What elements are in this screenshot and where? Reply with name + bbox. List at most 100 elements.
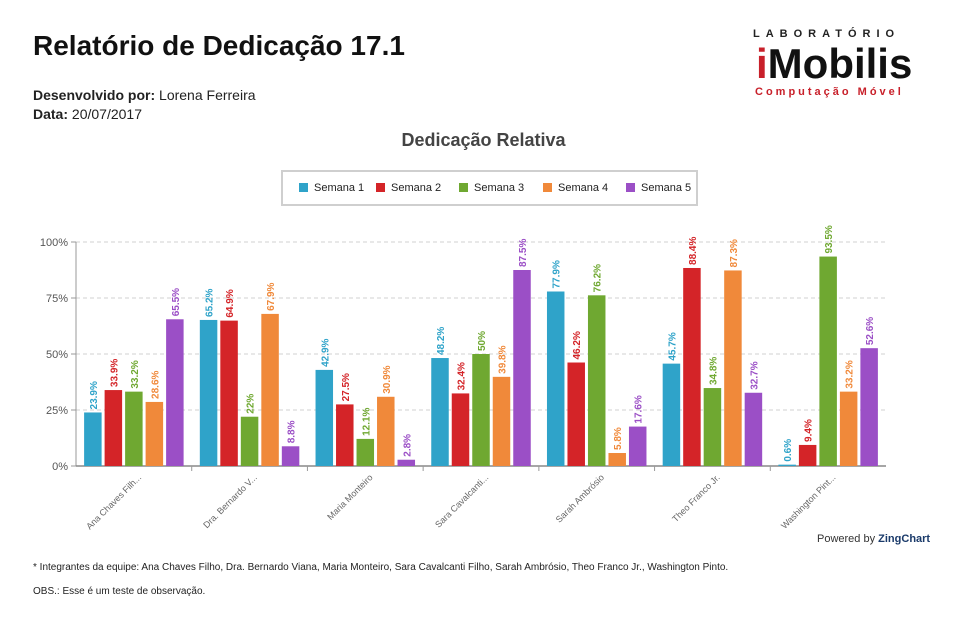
data-label: 32.4% [457,362,468,390]
data-label: 87.3% [729,239,740,267]
x-tick-label: Maria Monteiro [325,472,375,522]
bar [397,459,416,466]
developer-line: Desenvolvido por: Lorena Ferreira [33,87,256,103]
powered-by[interactable]: Powered by ZingChart [817,533,930,545]
data-label: 23.9% [89,381,100,409]
bar [240,416,259,466]
data-label: 76.2% [593,264,604,292]
data-label: 34.8% [708,357,719,385]
bar [819,256,837,466]
y-tick-label: 50% [46,349,68,361]
bar [199,319,218,466]
data-label: 30.9% [382,365,393,393]
data-label: 17.6% [634,395,645,423]
bar [839,391,858,466]
team-note: * Integrantes da equipe: Ana Chaves Filh… [33,562,729,573]
legend-item-semana-3[interactable]: Semana 3 [459,182,524,194]
legend-item-semana-4[interactable]: Semana 4 [543,182,608,194]
data-label: 45.7% [667,332,678,360]
data-label: 33.2% [130,360,141,388]
legend-label: Semana 5 [641,182,692,194]
x-tick-label: Ana Chaves Filh... [84,472,143,531]
bar [261,313,279,466]
bar [281,446,300,466]
data-label: 33.9% [109,359,120,387]
bar [860,348,878,466]
bar [798,444,817,466]
data-label: 32.7% [749,361,760,389]
legend-swatch [459,183,468,192]
chart-legend: Semana 1 Semana 2 Semana 3 Semana 4 Sema… [281,170,698,206]
logo-top-text: LABORATÓRIO [753,28,901,40]
data-label: 93.5% [824,225,835,253]
legend-swatch [376,183,385,192]
legend-swatch [543,183,552,192]
x-tick-label: Theo Franco Jr. [670,472,722,524]
x-tick-label: Sara Cavalcanti... [433,472,490,529]
bar [104,390,123,466]
bar [608,453,626,466]
powered-brand: ZingChart [878,533,931,545]
data-label: 8.8% [287,420,298,443]
data-label: 46.2% [572,331,583,359]
y-tick-label: 0% [52,461,68,473]
bar [546,291,565,466]
y-tick-label: 75% [46,293,68,305]
logo-main-text: iMobilis [756,40,912,88]
date-line: Data: 20/07/2017 [33,106,142,122]
logo-i: i [756,40,768,87]
data-label: 0.6% [783,439,794,462]
legend-label: Semana 4 [558,182,609,194]
bar [587,295,606,466]
legend-swatch [299,183,308,192]
legend-label: Semana 1 [314,182,365,194]
data-label: 22% [246,394,257,414]
bar [451,393,470,466]
data-label: 42.9% [320,338,331,366]
data-label: 77.9% [552,260,563,288]
data-label: 12.1% [361,407,372,435]
bar [628,426,647,466]
data-label: 9.4% [804,419,815,442]
obs-note: OBS.: Esse é um teste de observação. [33,586,206,597]
data-label: 52.6% [865,317,876,345]
data-label: 65.5% [171,288,182,316]
x-tick-label: Dra. Bernardo V... [201,472,259,530]
bar [220,320,238,466]
legend-swatch [626,183,635,192]
bar [84,412,102,466]
data-label: 67.9% [266,282,277,310]
developer-label: Desenvolvido por: [33,87,156,103]
bar [778,464,796,466]
data-label: 33.2% [845,360,856,388]
bar [662,363,681,466]
bar [336,404,354,466]
bar [145,401,164,466]
bar [724,270,742,466]
data-label: 28.6% [150,370,161,398]
bar [703,388,722,466]
legend-item-semana-2[interactable]: Semana 2 [376,182,441,194]
chart-title: Dedicação Relativa [401,130,566,150]
data-label: 5.8% [613,427,624,450]
powered-prefix: Powered by [817,533,879,545]
bar [356,438,375,466]
report-title: Relatório de Dedicação 17.1 [33,30,405,61]
bar [492,376,511,466]
data-label: 39.8% [498,345,509,373]
data-label: 88.4% [688,237,699,265]
data-label: 50% [477,331,488,351]
legend-label: Semana 2 [391,182,442,194]
x-tick-label: Sarah Ambrósio [554,472,606,524]
logo-mobilis: Mobilis [767,40,913,87]
developer-name: Lorena Ferreira [159,87,256,103]
legend-item-semana-1[interactable]: Semana 1 [299,182,364,194]
legend-item-semana-5[interactable]: Semana 5 [626,182,691,194]
x-tick-label: Washington Pint... [779,472,837,530]
date-value: 20/07/2017 [71,106,142,122]
legend-label: Semana 3 [474,182,525,194]
bar [125,391,143,466]
data-label: 65.2% [205,288,216,316]
data-label: 27.5% [341,373,352,401]
